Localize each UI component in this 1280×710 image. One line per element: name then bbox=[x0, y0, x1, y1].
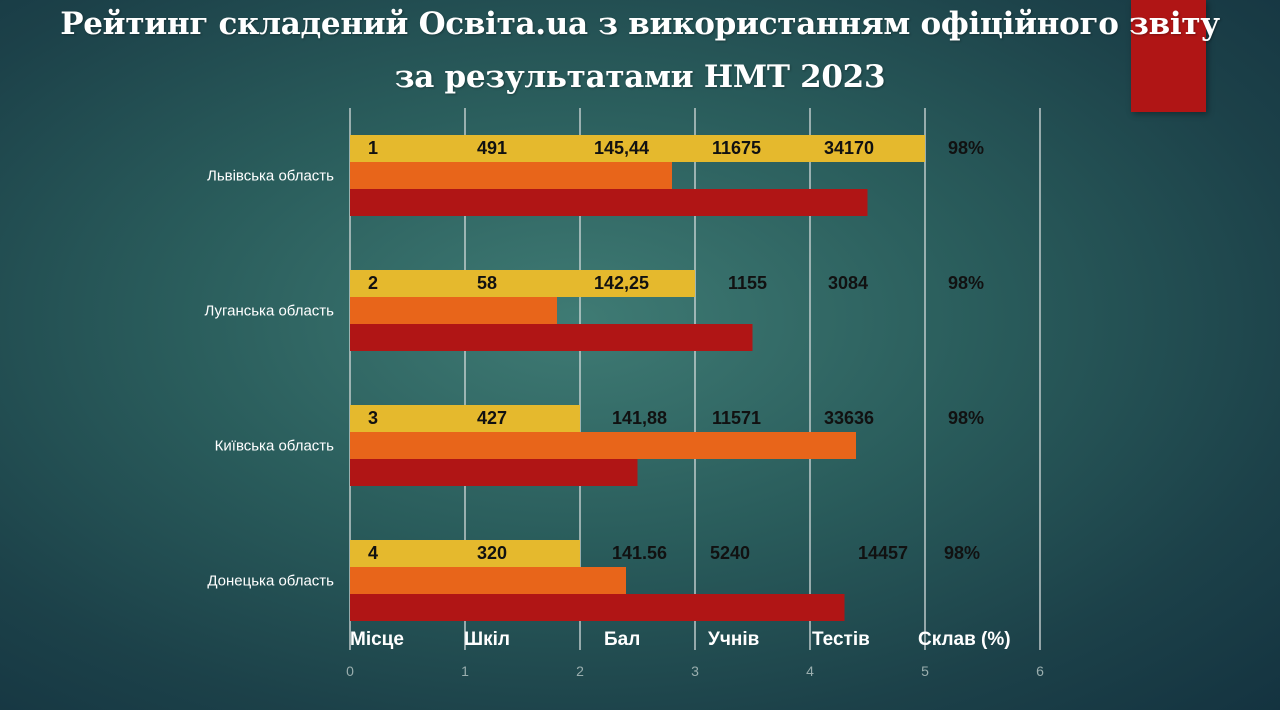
bar-3-series-2 bbox=[350, 432, 856, 459]
bar-2-series-1 bbox=[350, 270, 695, 297]
x-tick-label: 3 bbox=[691, 663, 699, 679]
bar-4-series-1 bbox=[350, 540, 580, 567]
x-tick-label: 4 bbox=[806, 663, 814, 679]
x-tick-label: 6 bbox=[1036, 663, 1044, 679]
x-tick-label: 5 bbox=[921, 663, 929, 679]
column-header: Бал bbox=[604, 629, 640, 650]
row-value: 141.56 bbox=[612, 543, 667, 563]
row-value: 58 bbox=[477, 273, 497, 293]
row-value: 11675 bbox=[712, 138, 761, 158]
bar-4-series-2 bbox=[350, 567, 626, 594]
row-value: 4 bbox=[368, 543, 378, 563]
column-header: Склав (%) bbox=[918, 629, 1011, 650]
row-value: 145,44 bbox=[594, 138, 649, 158]
column-header: Шкіл bbox=[464, 629, 510, 650]
row-value: 1 bbox=[368, 138, 378, 158]
x-tick-label: 0 bbox=[346, 663, 354, 679]
decorative-accent-block bbox=[1131, 0, 1206, 112]
row-value: 142,25 bbox=[594, 273, 649, 293]
row-value: 98% bbox=[948, 138, 984, 158]
row-value: 11571 bbox=[712, 408, 761, 428]
bar-3-series-1 bbox=[350, 405, 580, 432]
bar-2-series-2 bbox=[350, 297, 557, 324]
bar-1-series-3 bbox=[350, 189, 868, 216]
row-value: 3 bbox=[368, 408, 378, 428]
row-value: 14457 bbox=[858, 543, 908, 563]
row-value: 320 bbox=[477, 543, 507, 563]
row-value: 5240 bbox=[710, 543, 750, 563]
bar-1-series-2 bbox=[350, 162, 672, 189]
category-label: Львівська область bbox=[207, 168, 334, 185]
category-label: Луганська область bbox=[204, 303, 334, 320]
row-value: 427 bbox=[477, 408, 507, 428]
row-value: 3084 bbox=[828, 273, 868, 293]
chart-title-line-1: Рейтинг складений Освіта.ua з використан… bbox=[60, 6, 1220, 42]
column-header: Учнів bbox=[708, 629, 759, 650]
column-header: Місце bbox=[350, 629, 404, 650]
category-label: Донецька область bbox=[207, 573, 334, 590]
x-tick-label: 1 bbox=[461, 663, 469, 679]
chart-title-line-2: за результатами НМТ 2023 bbox=[394, 59, 886, 95]
row-value: 98% bbox=[948, 273, 984, 293]
bar-2-series-3 bbox=[350, 324, 753, 351]
column-header: Тестів bbox=[812, 629, 870, 650]
row-value: 34170 bbox=[824, 138, 874, 158]
bar-3-series-3 bbox=[350, 459, 638, 486]
row-value: 1155 bbox=[728, 273, 767, 293]
row-value: 33636 bbox=[824, 408, 874, 428]
row-value: 141,88 bbox=[612, 408, 667, 428]
row-value: 98% bbox=[944, 543, 980, 563]
x-tick-label: 2 bbox=[576, 663, 584, 679]
bar-1-series-1 bbox=[350, 135, 925, 162]
row-value: 491 bbox=[477, 138, 507, 158]
row-value: 98% bbox=[948, 408, 984, 428]
category-label: Київська область bbox=[215, 438, 335, 455]
row-value: 2 bbox=[368, 273, 378, 293]
bar-4-series-3 bbox=[350, 594, 845, 621]
